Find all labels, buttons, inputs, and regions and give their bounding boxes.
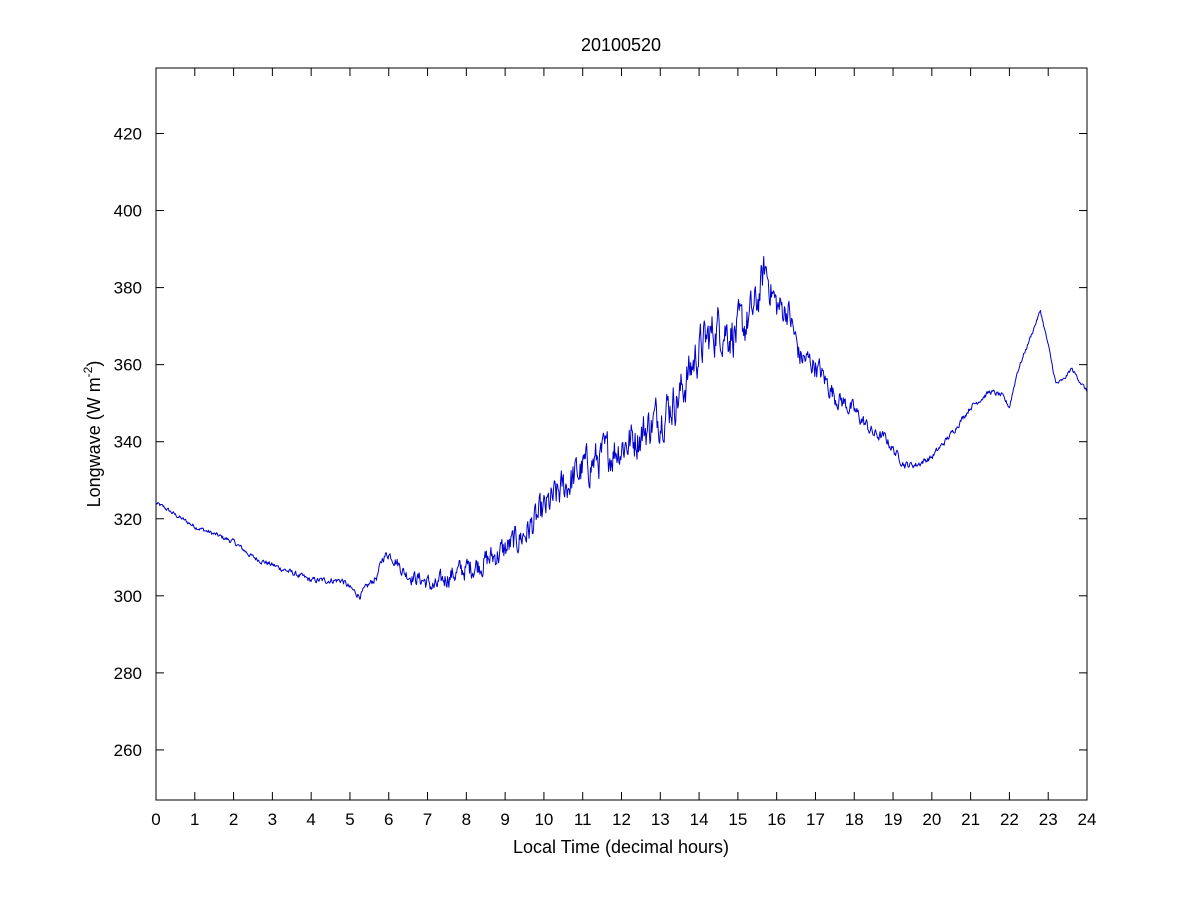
ticks-layer: 0 1 2 3 4 5 6 7 8 9 10 11 12 13 14 15 16 17 18 19 20 21 22 23 24…: [114, 68, 1097, 829]
axes-box: [155, 67, 1088, 801]
x-tick-label: 23: [1039, 810, 1058, 829]
x-tick-label: 21: [961, 810, 980, 829]
x-axis-label: Local Time (decimal hours): [513, 837, 729, 857]
x-tick-label: 3: [268, 810, 277, 829]
x-tick-label: 22: [1000, 810, 1019, 829]
x-tick-label: 9: [500, 810, 509, 829]
y-tick-label: 260: [114, 741, 142, 760]
y-axis-label-close: ): [84, 361, 104, 367]
x-tick-label: 20: [922, 810, 941, 829]
y-tick-label: 360: [114, 356, 142, 375]
y-tick-label: 380: [114, 279, 142, 298]
x-tick-label: 14: [690, 810, 709, 829]
y-tick-label: 280: [114, 664, 142, 683]
y-axis-label: Longwave (W m-2): [81, 361, 104, 508]
y-tick-label: 420: [114, 124, 142, 143]
y-tick-label: 300: [114, 587, 142, 606]
x-tick-label: 7: [423, 810, 432, 829]
x-tick-label: 15: [728, 810, 747, 829]
chart-title: 20100520: [581, 35, 661, 55]
x-tick-label: 6: [384, 810, 393, 829]
x-tick-label: 8: [462, 810, 471, 829]
x-tick-label: 11: [574, 810, 592, 829]
y-tick-label: 340: [114, 433, 142, 452]
y-tick-label: 320: [114, 510, 142, 529]
x-tick-label: 1: [190, 810, 199, 829]
x-tick-label: 13: [651, 810, 670, 829]
x-tick-label: 17: [806, 810, 825, 829]
x-tick-label: 0: [151, 810, 160, 829]
longwave-series-line: [155, 256, 1088, 600]
x-tick-label: 12: [612, 810, 631, 829]
x-tick-label: 19: [884, 810, 903, 829]
y-axis-label-main: Longwave (W m: [84, 377, 104, 507]
plot-area: [156, 68, 1087, 800]
x-tick-label: 10: [534, 810, 553, 829]
x-tick-label: 24: [1078, 810, 1097, 829]
series-layer: [155, 256, 1088, 600]
y-tick-label: 400: [114, 202, 142, 221]
x-tick-label: 5: [345, 810, 354, 829]
x-tick-label: 4: [306, 810, 315, 829]
x-tick-label: 16: [767, 810, 786, 829]
y-axis-label-superscript: -2: [81, 366, 95, 377]
x-tick-label: 2: [229, 810, 238, 829]
x-tick-label: 18: [845, 810, 864, 829]
